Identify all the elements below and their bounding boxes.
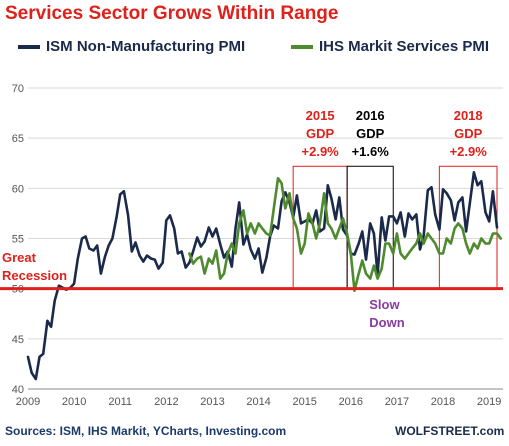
highlight-box-label: GDP (306, 126, 335, 141)
x-tick-label: 2010 (62, 396, 86, 408)
y-tick-label: 60 (12, 183, 24, 195)
x-tick-label: 2018 (431, 396, 455, 408)
y-tick-label: 40 (12, 384, 24, 396)
y-tick-label: 45 (12, 334, 24, 346)
x-tick-label: 2012 (154, 396, 178, 408)
annotation-slow-down: Slow (369, 297, 400, 312)
x-tick-label: 2017 (385, 396, 409, 408)
highlight-box-label: +2.9% (302, 144, 340, 159)
highlight-box-label: 2018 (454, 108, 483, 123)
highlight-box-label: GDP (454, 126, 483, 141)
x-tick-label: 2019 (477, 396, 501, 408)
legend-label-ihs: IHS Markit Services PMI (319, 38, 490, 55)
legend-item-ism: ISM Non-Manufacturing PMI (18, 38, 245, 55)
highlight-box-label: +2.9% (450, 144, 488, 159)
legend-swatch-ihs (291, 44, 313, 49)
y-tick-label: 70 (12, 83, 24, 95)
annotation-slow-down: Down (369, 315, 404, 330)
highlight-box-label: +1.6% (352, 144, 390, 159)
highlight-box (438, 165, 498, 290)
annotation-great-recession: Recession (2, 268, 67, 283)
x-tick-label: 2014 (246, 396, 270, 408)
watermark: WOLFSTREET.com (395, 424, 505, 438)
x-tick-label: 2011 (108, 396, 132, 408)
chart-title: Services Sector Grows Within Range (5, 3, 339, 24)
highlight-box-label: 2016 (356, 108, 385, 123)
x-tick-label: 2013 (200, 396, 224, 408)
source-note: Sources: ISM, IHS Markit, YCharts, Inves… (5, 424, 287, 438)
y-tick-label: 55 (12, 234, 24, 246)
highlight-box-label: GDP (356, 126, 385, 141)
highlight-box-label: 2015 (306, 108, 335, 123)
legend-swatch-ism (18, 44, 40, 49)
legend-label-ism: ISM Non-Manufacturing PMI (46, 38, 246, 55)
legend: ISM Non-Manufacturing PMI IHS Markit Ser… (0, 38, 509, 64)
series-line-ism (26, 171, 499, 381)
legend-item-ihs: IHS Markit Services PMI (291, 38, 489, 55)
annotation-great-recession: Great (2, 250, 37, 265)
x-tick-label: 2009 (16, 396, 40, 408)
x-tick-label: 2016 (339, 396, 363, 408)
series-line-ihs (188, 177, 502, 292)
y-tick-label: 65 (12, 133, 24, 145)
x-tick-label: 2015 (292, 396, 316, 408)
